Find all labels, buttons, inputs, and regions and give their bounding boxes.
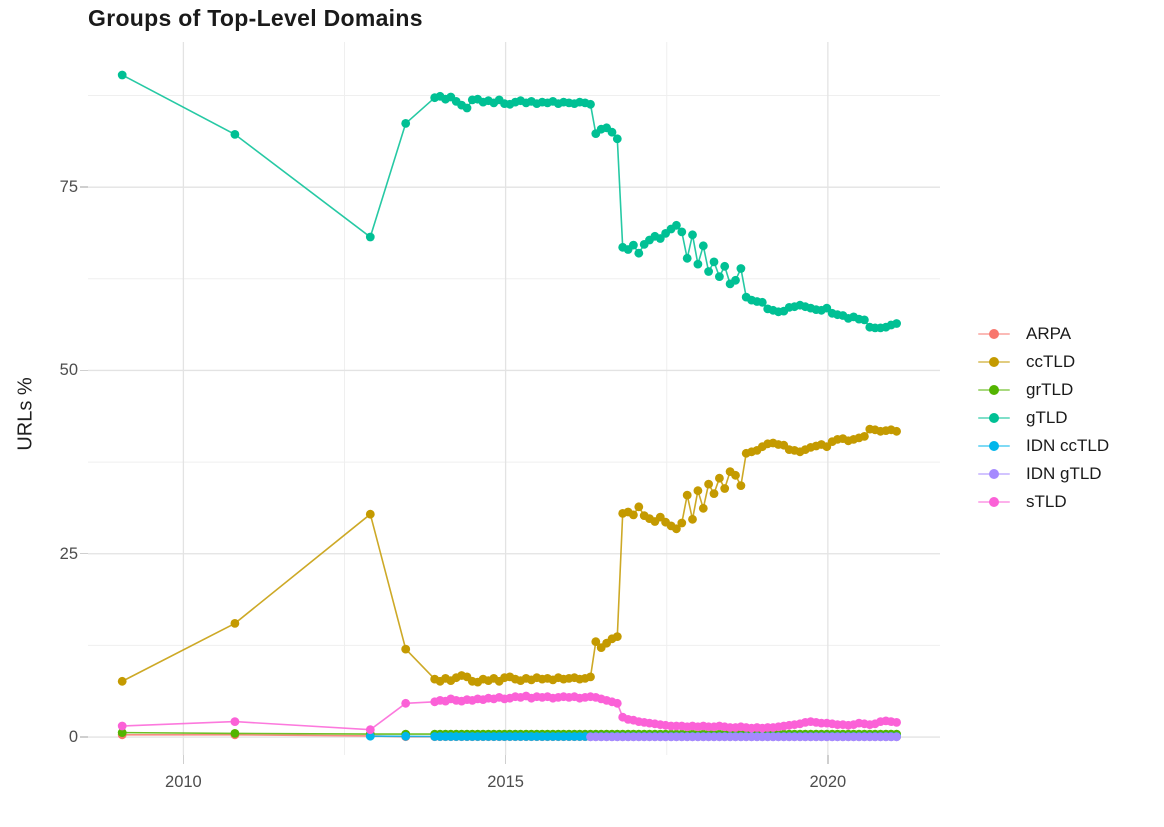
legend-key-icon bbox=[978, 437, 1010, 455]
legend-item-label: ccTLD bbox=[1026, 352, 1076, 371]
y-tick-mark bbox=[80, 552, 88, 555]
x-tick-mark bbox=[504, 755, 507, 764]
y-tick-label: 50 bbox=[59, 361, 78, 380]
legend-key-icon bbox=[978, 493, 1010, 511]
legend-key-icon bbox=[978, 353, 1010, 371]
legend-item: ccTLD bbox=[978, 348, 1109, 376]
y-tick-mark bbox=[80, 186, 88, 188]
y-tick-label: 0 bbox=[68, 728, 78, 747]
legend-item-label: IDN gTLD bbox=[1026, 464, 1102, 483]
legend-key-icon bbox=[978, 381, 1010, 399]
legend-item-label: grTLD bbox=[1026, 380, 1074, 399]
x-tick-mark bbox=[182, 755, 185, 764]
legend-key-icon bbox=[978, 409, 1010, 427]
series-gtld bbox=[117, 70, 901, 333]
legend-item-label: IDN ccTLD bbox=[1026, 436, 1110, 455]
y-tick-label: 75 bbox=[59, 178, 78, 197]
plot-panel bbox=[88, 42, 940, 755]
legend-item: IDN gTLD bbox=[978, 460, 1109, 488]
legend-item-label: sTLD bbox=[1026, 492, 1067, 511]
legend-item: ARPA bbox=[978, 320, 1109, 348]
major-gridlines bbox=[88, 42, 940, 755]
legend-key-icon bbox=[978, 325, 1010, 343]
x-tick-mark bbox=[827, 755, 829, 764]
y-tick-mark bbox=[80, 736, 88, 738]
x-tick-label: 2010 bbox=[165, 773, 202, 791]
chart-title: Groups of Top-Level Domains bbox=[88, 5, 423, 31]
series-cctld bbox=[117, 424, 901, 687]
y-tick-label: 25 bbox=[59, 544, 78, 563]
legend-item: grTLD bbox=[978, 376, 1109, 404]
legend-item: gTLD bbox=[978, 404, 1109, 432]
legend-item-label: ARPA bbox=[1026, 324, 1072, 343]
x-tick-label: 2015 bbox=[487, 773, 524, 791]
legend-item: sTLD bbox=[978, 488, 1109, 516]
legend-item-label: gTLD bbox=[1026, 408, 1068, 427]
series-idn-gtld bbox=[586, 732, 901, 742]
x-tick-label: 2020 bbox=[809, 773, 847, 791]
legend-key-icon bbox=[978, 465, 1010, 483]
y-axis-label: URLs % bbox=[14, 377, 37, 451]
legend-item: IDN ccTLD bbox=[978, 432, 1109, 460]
plot-area-svg bbox=[88, 42, 940, 755]
legend: ARPA ccTLD grTLD gTLD IDN ccTLD IDN gTLD sTLD bbox=[978, 320, 1109, 516]
y-tick-mark bbox=[80, 369, 88, 372]
series-stld bbox=[117, 691, 901, 735]
minor-gridlines bbox=[88, 42, 940, 755]
